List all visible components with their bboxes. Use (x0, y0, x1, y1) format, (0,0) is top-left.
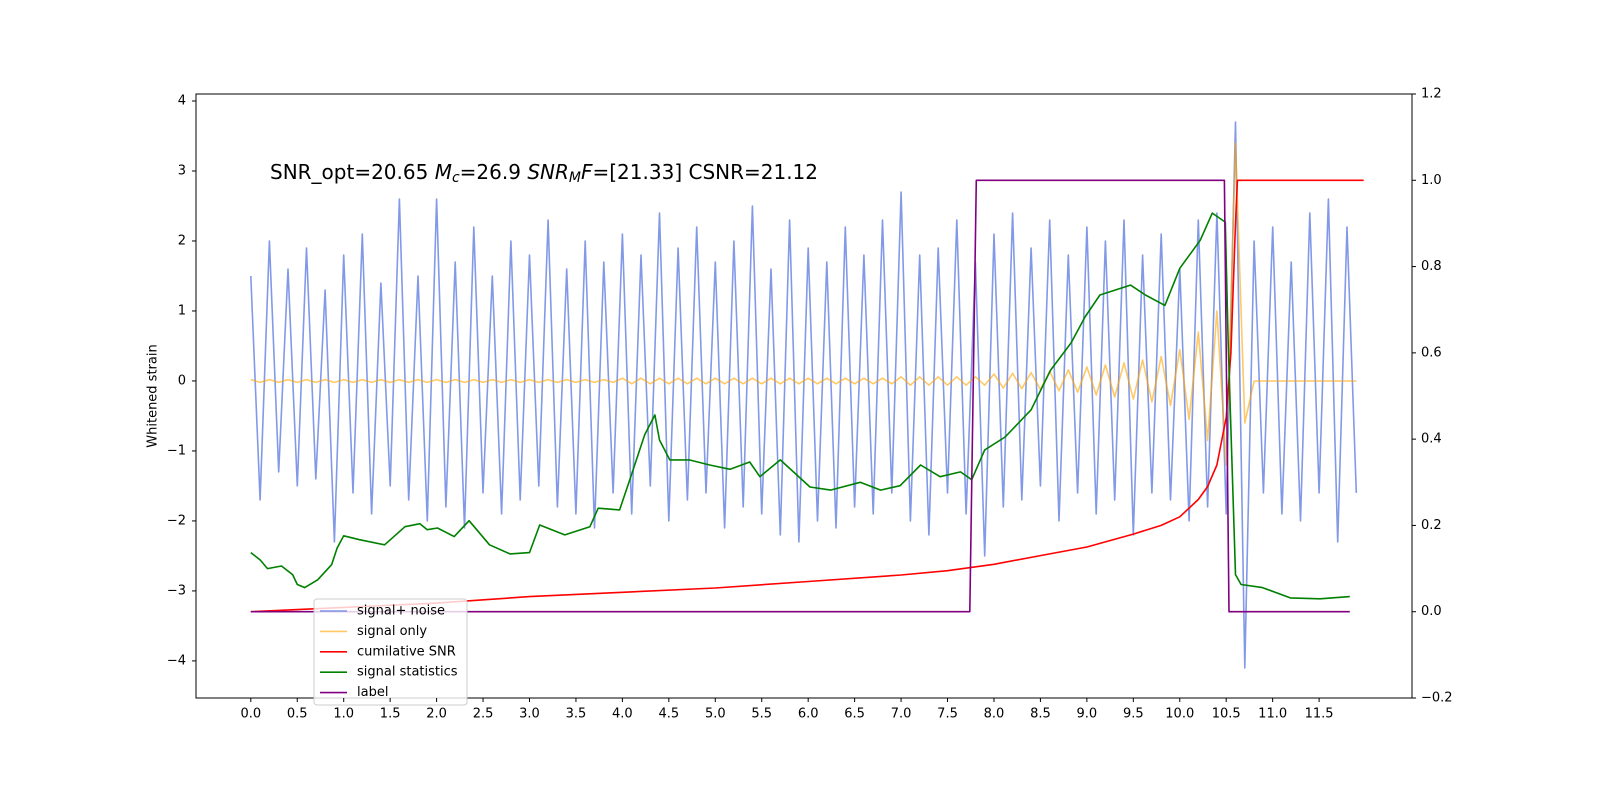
x-tick-label: 6.0 (798, 707, 819, 722)
y-axis-label: Whitened strain (146, 344, 161, 447)
annotation-part: M (569, 170, 581, 186)
x-tick-label: 2.0 (426, 707, 447, 722)
y-tick-label: −4 (167, 653, 186, 668)
legend-label: signal statistics (357, 665, 458, 680)
legend: signal+ noise signal only cumilative SNR si… (313, 598, 468, 706)
annotation-part: =26.9 (460, 160, 528, 184)
series-line (250, 179, 1350, 613)
annotation-part: =[21.33] CSNR=21.12 (593, 160, 819, 184)
y2-tick-label: 1.2 (1421, 87, 1442, 102)
x-tick-label: 5.0 (705, 707, 726, 722)
x-tick-label: 0.0 (240, 707, 261, 722)
y-tick-label: −2 (167, 513, 186, 528)
series-line (250, 212, 1350, 600)
series-line (250, 121, 1358, 669)
x-tick-label: 6.5 (844, 707, 865, 722)
y2-tick-label: 0.2 (1421, 518, 1442, 533)
y2-tick-label: 1.0 (1421, 173, 1442, 188)
plot-content (250, 121, 1364, 669)
y2-tick-label: 0.4 (1421, 432, 1442, 447)
series-line (250, 179, 1364, 613)
y-tick-label: 1 (178, 303, 186, 318)
legend-label: label (357, 685, 388, 700)
annotation: SNR_opt=20.65 Mc=26.9 SNRMF=[21.33] CSNR… (270, 160, 818, 187)
y2-tick-label: −0.2 (1421, 691, 1453, 706)
x-tick-label: 9.0 (1077, 707, 1098, 722)
y2-tick-label: 0.8 (1421, 259, 1442, 274)
x-tick-label: 8.0 (984, 707, 1005, 722)
annotation-part: SNR (527, 160, 569, 184)
x-tick-label: 10.5 (1212, 707, 1241, 722)
x-tick-label: 1.5 (380, 707, 401, 722)
y2-tick-label: 0.6 (1421, 345, 1442, 360)
y-tick-label: −3 (167, 583, 186, 598)
legend-box (313, 598, 468, 706)
y-tick-label: 0 (178, 373, 186, 388)
legend-label: signal only (357, 624, 427, 639)
y-tick-label: 4 (178, 93, 186, 108)
x-tick-label: 2.5 (473, 707, 494, 722)
annotation-part: c (452, 170, 460, 186)
annotation-part: SNR_opt=20.65 (270, 160, 435, 184)
legend-label: cumilative SNR (357, 644, 456, 659)
x-tick-label: 7.5 (937, 707, 958, 722)
x-tick-label: 3.5 (566, 707, 587, 722)
x-tick-label: 8.5 (1030, 707, 1051, 722)
annotation-part: M (435, 160, 452, 184)
x-tick-label: 3.0 (519, 707, 540, 722)
x-tick-label: 10.0 (1165, 707, 1194, 722)
x-tick-label: 1.0 (333, 707, 354, 722)
axes-frame (195, 93, 1413, 699)
series-line (250, 142, 1357, 466)
x-tick-label: 7.0 (891, 707, 912, 722)
x-tick-label: 0.5 (287, 707, 308, 722)
x-tick-label: 9.5 (1123, 707, 1144, 722)
y-tick-label: 2 (178, 233, 186, 248)
legend-label: signal+ noise (357, 604, 445, 619)
x-tick-label: 11.0 (1258, 707, 1287, 722)
x-tick-label: 4.5 (658, 707, 679, 722)
annotation-part: F (581, 160, 593, 184)
x-tick-label: 11.5 (1305, 707, 1334, 722)
x-tick-label: 5.5 (751, 707, 772, 722)
y-tick-label: −1 (167, 443, 186, 458)
x-tick-label: 4.0 (612, 707, 633, 722)
y2-tick-label: 0.0 (1421, 604, 1442, 619)
y-tick-label: 3 (178, 163, 186, 178)
